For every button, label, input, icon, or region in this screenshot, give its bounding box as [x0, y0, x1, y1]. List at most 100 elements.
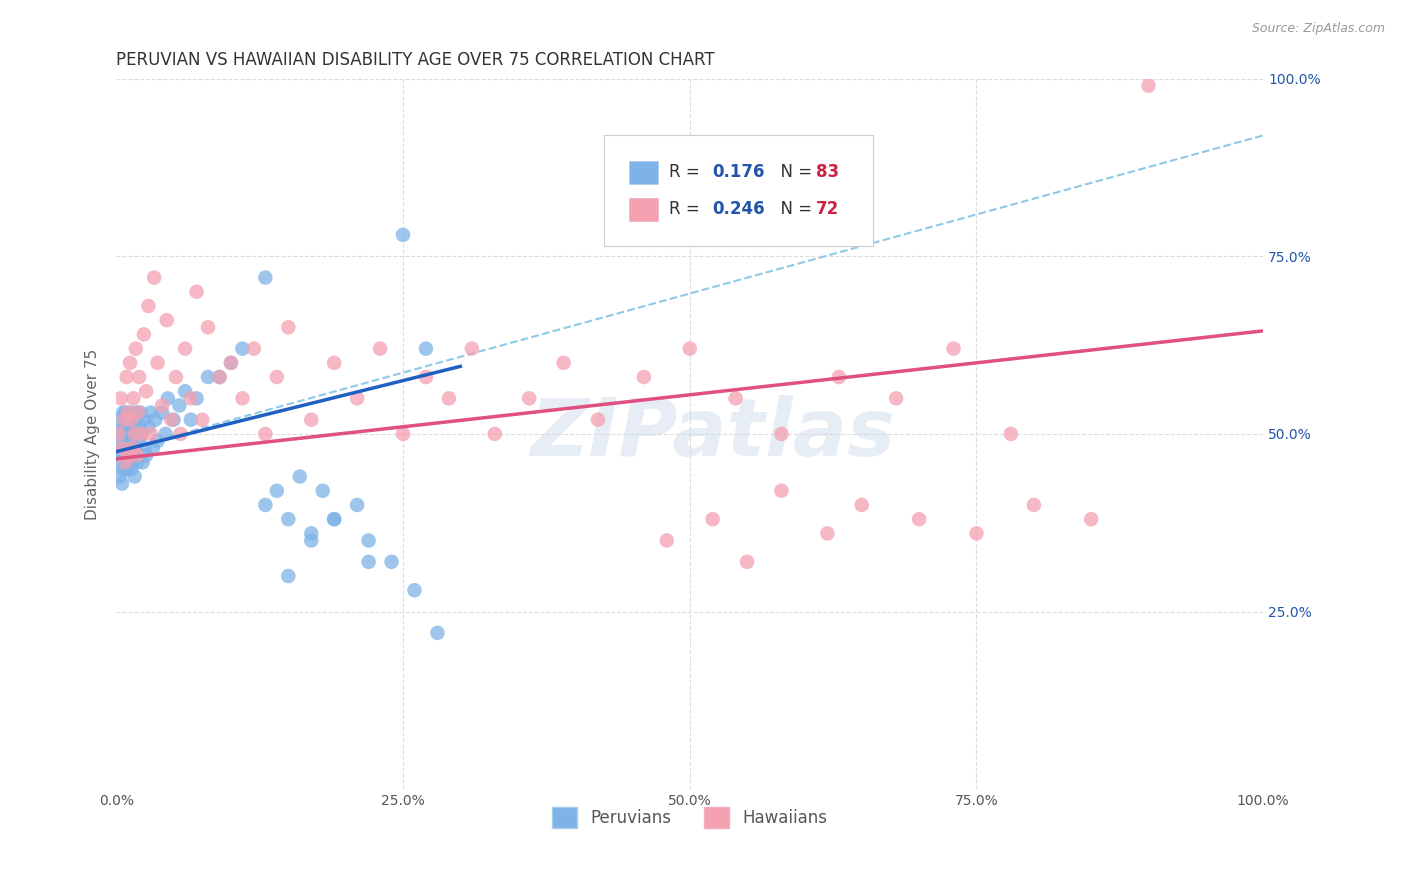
Point	[139, 426, 162, 441]
Point	[112, 412, 135, 426]
Point	[143, 270, 166, 285]
Point	[143, 412, 166, 426]
Point	[124, 426, 146, 441]
Text: R =: R =	[669, 163, 710, 181]
Point	[112, 455, 135, 469]
Point	[357, 533, 380, 548]
Point	[132, 412, 155, 426]
Point	[586, 412, 609, 426]
Point	[208, 370, 231, 384]
Point	[724, 392, 747, 406]
Point	[655, 533, 678, 548]
Point	[122, 448, 145, 462]
Point	[111, 476, 134, 491]
Point	[299, 533, 322, 548]
Point	[815, 526, 838, 541]
Point	[186, 392, 208, 406]
Point	[197, 320, 219, 334]
Point	[368, 342, 391, 356]
Point	[118, 412, 141, 426]
Point	[132, 327, 155, 342]
Point	[461, 342, 484, 356]
Point	[243, 342, 266, 356]
Point	[120, 462, 142, 476]
Point	[208, 370, 231, 384]
Point	[299, 412, 322, 426]
Point	[114, 455, 136, 469]
Point	[111, 441, 134, 455]
Point	[191, 412, 214, 426]
Point	[120, 419, 142, 434]
Text: 0.176: 0.176	[713, 163, 765, 181]
Point	[112, 412, 135, 426]
Point	[120, 412, 142, 426]
Y-axis label: Disability Age Over 75: Disability Age Over 75	[86, 348, 100, 519]
Text: ZIPatlas: ZIPatlas	[530, 395, 896, 473]
Point	[112, 406, 135, 420]
Point	[197, 370, 219, 384]
Point	[323, 512, 346, 526]
Point	[111, 434, 134, 448]
Point	[299, 526, 322, 541]
Point	[135, 384, 157, 399]
Point	[118, 448, 141, 462]
Point	[107, 455, 129, 469]
Point	[169, 399, 191, 413]
Point	[174, 342, 197, 356]
Point	[112, 462, 135, 476]
Legend: Peruvians, Hawaiians: Peruvians, Hawaiians	[546, 800, 834, 834]
Point	[156, 392, 179, 406]
Point	[114, 406, 136, 420]
Point	[138, 299, 160, 313]
Point	[415, 370, 437, 384]
Point	[1022, 498, 1045, 512]
Point	[125, 342, 148, 356]
Point	[174, 384, 197, 399]
Point	[131, 426, 153, 441]
Point	[150, 399, 173, 413]
Point	[219, 356, 242, 370]
Point	[117, 455, 139, 469]
Text: N =: N =	[770, 163, 817, 181]
Point	[118, 434, 141, 448]
Point	[138, 419, 160, 434]
Point	[127, 406, 149, 420]
Point	[231, 342, 253, 356]
Point	[392, 227, 415, 242]
Point	[277, 512, 299, 526]
Point	[346, 498, 368, 512]
Point	[219, 356, 242, 370]
Point	[966, 526, 988, 541]
Point	[679, 342, 702, 356]
Point	[1000, 426, 1022, 441]
Point	[770, 426, 793, 441]
FancyBboxPatch shape	[603, 136, 873, 245]
Point	[121, 455, 143, 469]
Point	[117, 441, 139, 455]
Point	[125, 441, 148, 455]
Point	[114, 448, 136, 462]
Point	[115, 462, 138, 476]
Point	[118, 406, 141, 420]
Point	[266, 370, 288, 384]
Text: R =: R =	[669, 201, 704, 219]
Point	[125, 448, 148, 462]
Point	[125, 412, 148, 426]
Point	[415, 342, 437, 356]
Point	[128, 419, 150, 434]
Point	[702, 512, 724, 526]
Point	[254, 498, 277, 512]
Point	[437, 392, 460, 406]
Point	[131, 426, 153, 441]
Point	[110, 412, 132, 426]
Point	[942, 342, 965, 356]
FancyBboxPatch shape	[628, 198, 658, 220]
Point	[134, 441, 156, 455]
Point	[128, 370, 150, 384]
Point	[125, 406, 148, 420]
Point	[117, 426, 139, 441]
Point	[107, 441, 129, 455]
Text: 72: 72	[815, 201, 839, 219]
Point	[142, 441, 165, 455]
Point	[735, 555, 758, 569]
